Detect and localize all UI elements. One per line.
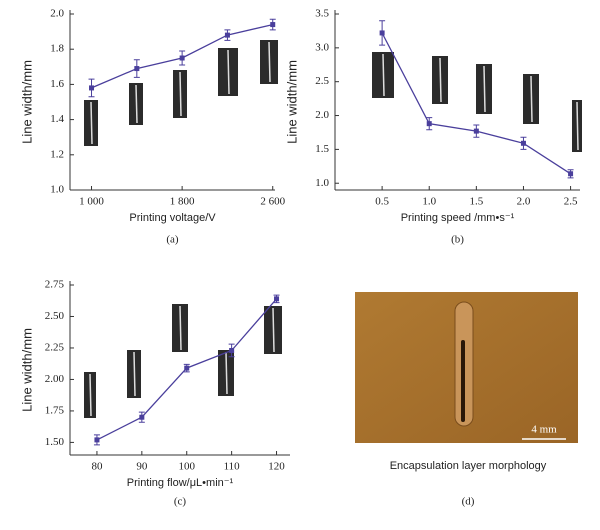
inset-line <box>382 53 385 97</box>
y-axis-title: Line width/mm <box>19 60 34 144</box>
y-axis-title: Line width/mm <box>19 328 34 412</box>
inset-line <box>530 75 533 123</box>
point <box>139 414 145 420</box>
x-tick-label: 1.5 <box>469 196 483 208</box>
x-tick-label: 120 <box>268 461 285 473</box>
point <box>94 437 100 443</box>
point <box>184 365 190 371</box>
y-tick-label: 2.25 <box>45 341 65 353</box>
y-tick-label: 2.0 <box>50 8 64 20</box>
point <box>379 30 385 36</box>
y-tick-label: 2.0 <box>315 109 329 121</box>
inset-line <box>272 307 275 353</box>
y-tick-label: 1.2 <box>50 148 64 160</box>
inset-line <box>576 101 579 151</box>
inset-line <box>179 305 182 351</box>
x-tick-label: 80 <box>91 461 103 473</box>
point <box>274 296 280 302</box>
y-tick-label: 2.50 <box>45 310 65 322</box>
inset-line <box>135 84 138 124</box>
x-tick-label: 110 <box>224 461 241 473</box>
panel-label: (d) <box>462 496 475 508</box>
point <box>229 347 235 353</box>
inset-line <box>439 57 442 103</box>
y-tick-label: 1.5 <box>315 143 329 155</box>
y-axis-title: Line width/mm <box>284 60 299 144</box>
inset-line <box>89 373 92 417</box>
point <box>520 140 526 146</box>
inset-line <box>179 71 182 117</box>
point <box>179 55 185 61</box>
printed-line <box>461 340 465 422</box>
inset-line <box>225 351 228 395</box>
x-tick-label: 2 600 <box>260 196 285 208</box>
point <box>134 66 140 72</box>
inset-line <box>483 65 486 113</box>
y-tick-label: 3.5 <box>315 8 329 20</box>
x-axis-title: Printing speed /mm•s⁻¹ <box>401 212 515 224</box>
x-tick-label: 2.5 <box>564 196 578 208</box>
y-tick-label: 1.50 <box>45 436 65 448</box>
point <box>224 32 230 38</box>
x-tick-label: 0.5 <box>375 196 389 208</box>
y-tick-label: 1.0 <box>50 184 64 196</box>
point <box>270 22 276 28</box>
x-axis-title: Printing flow/μL•min⁻¹ <box>127 477 234 489</box>
x-tick-label: 1 800 <box>170 196 195 208</box>
image-caption: Encapsulation layer morphology <box>390 460 547 472</box>
point <box>473 128 479 134</box>
panel-label: (a) <box>166 234 179 246</box>
x-tick-label: 2.0 <box>517 196 531 208</box>
y-tick-label: 1.0 <box>315 177 329 189</box>
panel-label: (c) <box>174 496 187 508</box>
y-tick-label: 1.8 <box>50 43 64 55</box>
y-tick-label: 2.00 <box>45 373 65 385</box>
y-tick-label: 1.6 <box>50 78 64 90</box>
x-axis-title: Printing voltage/V <box>129 212 216 224</box>
x-tick-label: 1.0 <box>422 196 436 208</box>
point <box>426 121 432 127</box>
x-tick-label: 100 <box>178 461 195 473</box>
inset-line <box>90 101 93 145</box>
inset-line <box>227 49 230 95</box>
y-tick-label: 2.75 <box>45 279 65 291</box>
x-tick-label: 90 <box>136 461 148 473</box>
y-tick-label: 1.75 <box>45 404 65 416</box>
panel-label: (b) <box>451 234 464 246</box>
y-tick-label: 2.5 <box>315 75 329 87</box>
x-tick-label: 1 000 <box>79 196 104 208</box>
point <box>89 85 95 91</box>
point <box>568 171 574 177</box>
inset-line <box>268 41 271 83</box>
scale-label: 4 mm <box>531 424 557 436</box>
y-tick-label: 3.0 <box>315 41 329 53</box>
y-tick-label: 1.4 <box>50 113 64 125</box>
inset-line <box>133 351 136 397</box>
